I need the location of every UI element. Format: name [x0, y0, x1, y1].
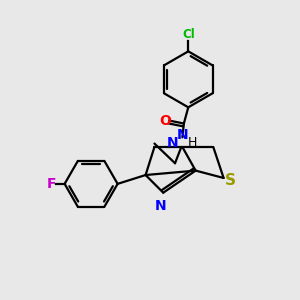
Text: Cl: Cl	[182, 28, 195, 41]
Text: O: O	[159, 114, 171, 128]
Text: H: H	[188, 136, 197, 149]
Text: F: F	[46, 177, 56, 191]
Text: N: N	[177, 128, 188, 142]
Text: N: N	[167, 136, 179, 150]
Text: N: N	[154, 199, 166, 213]
Text: S: S	[225, 173, 236, 188]
